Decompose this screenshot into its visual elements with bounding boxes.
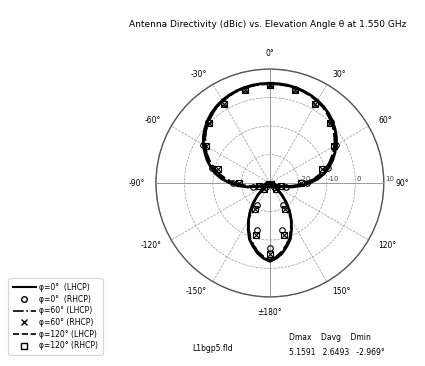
- Text: 150°: 150°: [332, 287, 351, 296]
- Text: -120°: -120°: [140, 241, 162, 250]
- Text: -30°: -30°: [191, 70, 207, 79]
- Text: -60°: -60°: [145, 116, 162, 125]
- Text: L1bgp5.fld: L1bgp5.fld: [192, 344, 233, 353]
- Text: 10: 10: [385, 176, 394, 182]
- Text: -90°: -90°: [128, 179, 144, 187]
- Text: 30°: 30°: [332, 70, 346, 79]
- Text: Dmax    Davg    Dmin: Dmax Davg Dmin: [289, 333, 371, 342]
- Text: 0: 0: [357, 176, 361, 182]
- Text: Antenna Directivity (dBic) vs. Elevation Angle θ at 1.550 GHz: Antenna Directivity (dBic) vs. Elevation…: [129, 20, 406, 29]
- Legend: φ=0°  (LHCP), φ=0°  (RHCP), φ=60° (LHCP), φ=60° (RHCP), φ=120° (LHCP), φ=120° (R: φ=0° (LHCP), φ=0° (RHCP), φ=60° (LHCP), …: [8, 278, 103, 355]
- Text: 90°: 90°: [395, 179, 409, 187]
- Text: -20: -20: [300, 176, 311, 182]
- Text: 120°: 120°: [378, 241, 397, 250]
- Text: 5.1591   2.6493   -2.969°: 5.1591 2.6493 -2.969°: [289, 348, 385, 357]
- Text: -150°: -150°: [186, 287, 207, 296]
- Text: ±180°: ±180°: [258, 308, 282, 317]
- Text: 0°: 0°: [266, 49, 274, 58]
- Text: 60°: 60°: [378, 116, 392, 125]
- Text: -10: -10: [328, 176, 340, 182]
